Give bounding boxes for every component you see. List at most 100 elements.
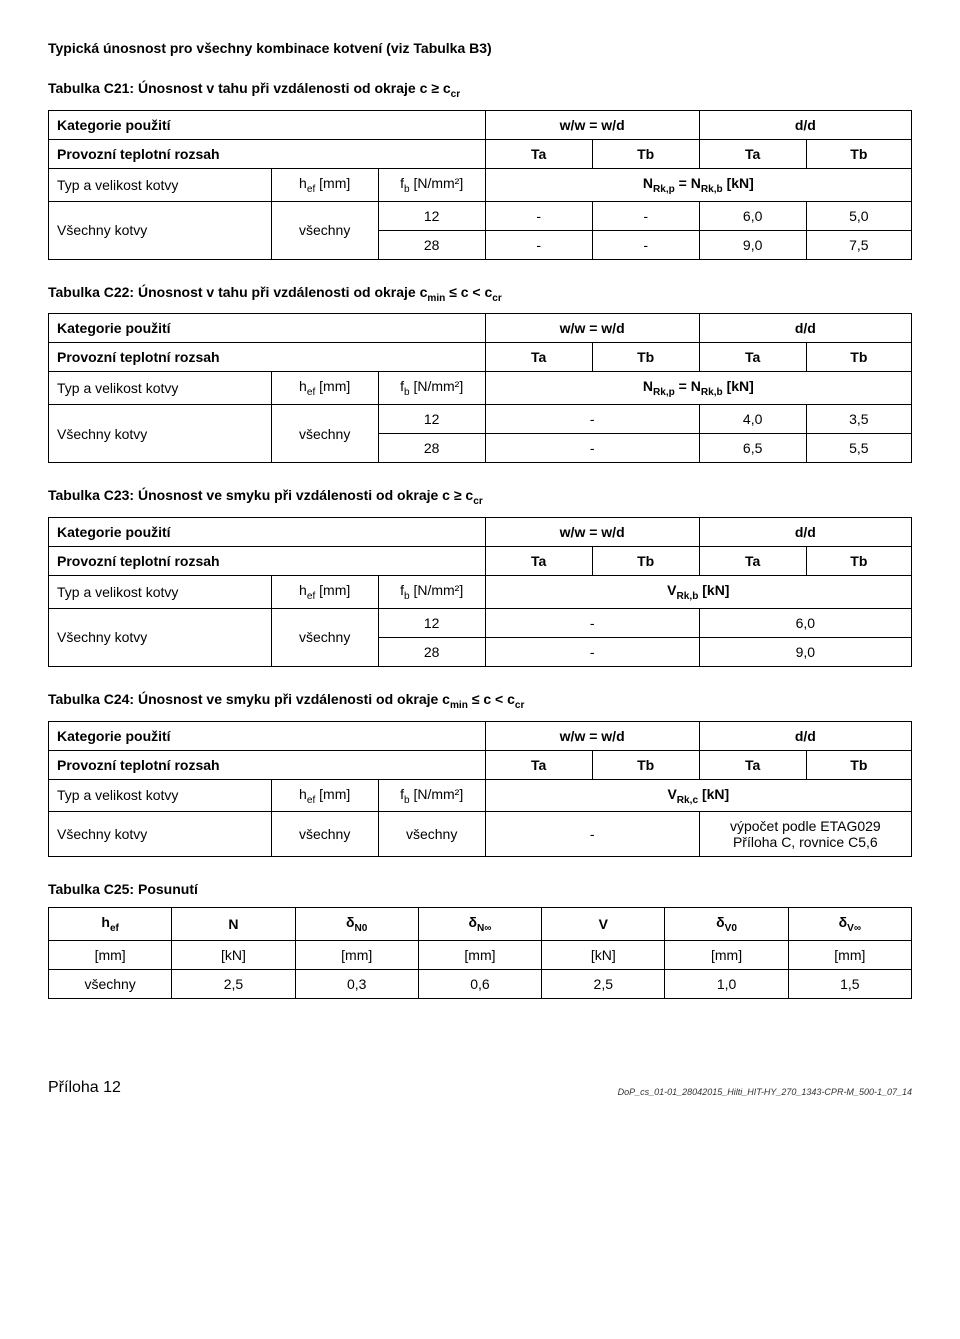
c24-sub-cr: cr <box>515 700 525 711</box>
d-base: δ <box>839 914 848 930</box>
label-nrk: NRk,p = NRk,b [kN] <box>485 372 911 405</box>
hef-sub: ef <box>307 591 315 602</box>
hef-sub: ef <box>307 794 315 805</box>
nrk-mid: = N <box>675 175 701 191</box>
table-row: [mm] [kN] [mm] [mm] [kN] [mm] [mm] <box>49 941 912 970</box>
label-typ-kotvy: Typ a velikost kotvy <box>49 779 272 812</box>
table-row: Všechny kotvy všechny všechny - výpočet … <box>49 812 912 857</box>
nrk-s1: Rk,p <box>653 184 675 195</box>
c23-title-text: Tabulka C23: Únosnost ve smyku při vzdál… <box>48 487 473 503</box>
c21-title: Tabulka C21: Únosnost v tahu při vzdálen… <box>48 80 912 100</box>
label-tb: Tb <box>592 546 699 575</box>
cell-value: všechny <box>49 970 172 999</box>
cell-value: 2,5 <box>172 970 295 999</box>
label-hef: hef [mm] <box>271 575 378 608</box>
cell-value: - <box>485 434 699 463</box>
cell-value: 6,5 <box>699 434 806 463</box>
label-vsechny-kotvy: Všechny kotvy <box>49 812 272 857</box>
label-kategorie: Kategorie použití <box>49 721 486 750</box>
hef-base: h <box>101 914 110 930</box>
cell-fb: 12 <box>378 201 485 230</box>
label-fb: fb [N/mm²] <box>378 779 485 812</box>
label-wwwd: w/w = w/d <box>485 517 699 546</box>
table-row: všechny 2,5 0,3 0,6 2,5 1,0 1,5 <box>49 970 912 999</box>
nrk-mid: = N <box>675 378 701 394</box>
c25-dv0: δV0 <box>665 908 788 941</box>
hef-sub: ef <box>110 923 119 934</box>
label-kategorie: Kategorie použití <box>49 314 486 343</box>
label-nrk: NRk,p = NRk,b [kN] <box>485 168 911 201</box>
c23-title: Tabulka C23: Únosnost ve smyku při vzdál… <box>48 487 912 507</box>
c24-title-text: Tabulka C24: Únosnost ve smyku při vzdál… <box>48 691 450 707</box>
d-base: δ <box>346 914 355 930</box>
unit-mm: [mm] <box>665 941 788 970</box>
label-vsechny: všechny <box>271 812 378 857</box>
label-ta: Ta <box>485 343 592 372</box>
cell-value: 1,0 <box>665 970 788 999</box>
label-ta: Ta <box>485 546 592 575</box>
label-ta: Ta <box>485 139 592 168</box>
c25-n: N <box>172 908 295 941</box>
cell-value: 9,0 <box>699 637 911 666</box>
cell-value: 0,6 <box>418 970 541 999</box>
table-row: Typ a velikost kotvy hef [mm] fb [N/mm²]… <box>49 575 912 608</box>
label-vsechny: všechny <box>271 608 378 666</box>
hef-base: h <box>299 582 307 598</box>
c25-dn0: δN0 <box>295 908 418 941</box>
cell-value: 6,0 <box>699 608 911 637</box>
label-wwwd: w/w = w/d <box>485 314 699 343</box>
label-tb: Tb <box>806 343 911 372</box>
label-wwwd: w/w = w/d <box>485 721 699 750</box>
label-vsechny-kotvy: Všechny kotvy <box>49 405 272 463</box>
fb-unit: [N/mm²] <box>410 175 464 191</box>
c24-title-suffix: ≤ c < c <box>468 691 515 707</box>
nrk-s2: Rk,b <box>701 184 723 195</box>
label-vrkb: VRk,b [kN] <box>485 575 911 608</box>
d-sub: V∞ <box>847 923 861 934</box>
label-ta: Ta <box>699 546 806 575</box>
label-fb: fb [N/mm²] <box>378 168 485 201</box>
label-vsechny: všechny <box>271 201 378 259</box>
cell-value: 7,5 <box>806 230 911 259</box>
unit-mm: [mm] <box>788 941 911 970</box>
footer-right: DoP_cs_01-01_28042015_Hilti_HIT-HY_270_1… <box>618 1087 912 1097</box>
d-sub: V0 <box>725 923 737 934</box>
fb-unit: [N/mm²] <box>410 786 464 802</box>
hef-unit: [mm] <box>315 582 350 598</box>
table-row: Kategorie použití w/w = w/d d/d <box>49 517 912 546</box>
unit-kn: [kN] <box>172 941 295 970</box>
etag-line2: Příloha C, rovnice C5,6 <box>708 834 903 850</box>
table-row: Všechny kotvy všechny 12 - - 6,0 5,0 <box>49 201 912 230</box>
label-fb: fb [N/mm²] <box>378 372 485 405</box>
vrk-unit: [kN] <box>698 582 729 598</box>
nrk-n1: N <box>643 175 653 191</box>
c22-title: Tabulka C22: Únosnost v tahu při vzdálen… <box>48 284 912 304</box>
c23-table: Kategorie použití w/w = w/d d/d Provozní… <box>48 517 912 667</box>
c24-table: Kategorie použití w/w = w/d d/d Provozní… <box>48 721 912 858</box>
unit-kn: [kN] <box>542 941 665 970</box>
fb-unit: [N/mm²] <box>410 378 464 394</box>
hef-base: h <box>299 378 307 394</box>
label-vsechny-kotvy: Všechny kotvy <box>49 608 272 666</box>
label-rozsah: Provozní teplotní rozsah <box>49 343 486 372</box>
vrk-base: V <box>667 582 676 598</box>
label-vsechny-kotvy: Všechny kotvy <box>49 201 272 259</box>
label-rozsah: Provozní teplotní rozsah <box>49 750 486 779</box>
c25-dninf: δN∞ <box>418 908 541 941</box>
label-tb: Tb <box>592 343 699 372</box>
label-rozsah: Provozní teplotní rozsah <box>49 139 486 168</box>
cell-value: 6,0 <box>699 201 806 230</box>
cell-value: 0,3 <box>295 970 418 999</box>
label-typ-kotvy: Typ a velikost kotvy <box>49 575 272 608</box>
label-hef: hef [mm] <box>271 779 378 812</box>
label-tb: Tb <box>806 139 911 168</box>
label-rozsah: Provozní teplotní rozsah <box>49 546 486 575</box>
cell-fb: 28 <box>378 230 485 259</box>
label-ta: Ta <box>485 750 592 779</box>
d-sub: N0 <box>355 923 368 934</box>
cell-value: - <box>485 230 592 259</box>
vrkc-unit: [kN] <box>698 786 729 802</box>
label-hef: hef [mm] <box>271 372 378 405</box>
c21-sub-cr: cr <box>451 89 461 100</box>
label-dd: d/d <box>699 110 911 139</box>
